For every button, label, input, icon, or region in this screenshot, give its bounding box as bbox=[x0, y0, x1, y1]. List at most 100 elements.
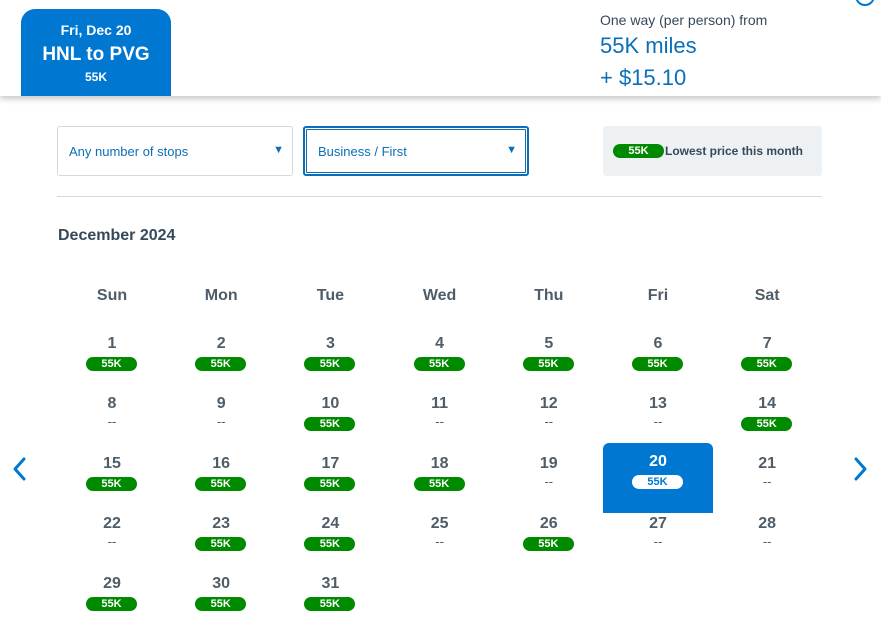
next-month-button[interactable] bbox=[848, 454, 872, 484]
chevron-right-icon bbox=[854, 457, 867, 481]
weekday-label: Sun bbox=[96, 287, 128, 304]
cabin-select-value: Business / First bbox=[318, 144, 407, 159]
no-price-indicator: -- bbox=[544, 474, 554, 489]
calendar-day-9[interactable]: 9 -- bbox=[166, 393, 276, 453]
divider bbox=[57, 196, 822, 197]
day-price-badge: 55K bbox=[86, 357, 137, 371]
calendar-day-8[interactable]: 8 -- bbox=[57, 393, 167, 453]
cabin-select[interactable]: Business / First ▼ bbox=[303, 126, 529, 176]
day-price-badge: 55K bbox=[195, 477, 247, 491]
calendar-day-12[interactable]: 12 -- bbox=[494, 393, 604, 453]
day-number: 10 bbox=[321, 395, 340, 412]
no-price-indicator: -- bbox=[107, 414, 117, 429]
previous-month-button[interactable] bbox=[8, 454, 32, 484]
calendar-day-1[interactable]: 1 55K bbox=[57, 333, 167, 393]
day-number: 1 bbox=[107, 335, 117, 352]
day-number: 13 bbox=[649, 395, 667, 412]
calendar-day-16[interactable]: 16 55K bbox=[166, 453, 276, 513]
day-number: 29 bbox=[103, 575, 121, 592]
day-number: 4 bbox=[435, 335, 445, 352]
day-number: 27 bbox=[649, 515, 667, 532]
calendar-day-7[interactable]: 7 55K bbox=[712, 333, 822, 393]
day-number: 3 bbox=[325, 335, 335, 352]
caret-down-icon: ▼ bbox=[506, 144, 517, 156]
calendar-day-14[interactable]: 14 55K bbox=[712, 393, 822, 453]
calendar-day-31[interactable]: 31 55K bbox=[275, 573, 385, 631]
day-number: 24 bbox=[321, 515, 340, 532]
day-price-badge: 55K bbox=[632, 357, 683, 371]
weekday-label: Thu bbox=[534, 287, 564, 304]
day-number: 23 bbox=[212, 515, 231, 532]
day-number: 22 bbox=[103, 515, 121, 532]
calendar-day-21[interactable]: 21 -- bbox=[712, 453, 822, 513]
no-price-indicator: -- bbox=[653, 534, 663, 549]
calendar-day-13[interactable]: 13 -- bbox=[603, 393, 713, 453]
no-price-indicator: -- bbox=[435, 534, 444, 549]
calendar-day-5[interactable]: 5 55K bbox=[494, 333, 604, 393]
calendar-day-20[interactable]: 20 55K bbox=[603, 443, 713, 513]
calendar-day-11[interactable]: 11 -- bbox=[385, 393, 495, 453]
day-number: 28 bbox=[758, 515, 777, 532]
weekday-label: Wed bbox=[422, 287, 457, 304]
day-price-badge: 55K bbox=[86, 477, 137, 491]
calendar-day-24[interactable]: 24 55K bbox=[275, 513, 385, 573]
calendar-day-28[interactable]: 28 -- bbox=[712, 513, 822, 573]
day-price-badge: 55K bbox=[304, 597, 356, 611]
day-number: 2 bbox=[216, 335, 226, 352]
day-number: 20 bbox=[649, 453, 667, 470]
calendar-day-17[interactable]: 17 55K bbox=[275, 453, 385, 513]
calendar-day-29[interactable]: 29 55K bbox=[57, 573, 167, 631]
legend-price-badge: 55K bbox=[613, 144, 664, 158]
day-price-badge: 55K bbox=[741, 357, 793, 371]
selected-flight-route: HNL to PVG bbox=[42, 44, 150, 65]
no-price-indicator: -- bbox=[107, 534, 117, 549]
calendar-day-25[interactable]: 25 -- bbox=[385, 513, 495, 573]
calendar-day-2[interactable]: 2 55K bbox=[166, 333, 276, 393]
day-price-badge: 55K bbox=[304, 417, 356, 431]
no-price-indicator: -- bbox=[435, 414, 444, 429]
day-number: 19 bbox=[539, 455, 558, 472]
day-price-badge: 55K bbox=[522, 537, 574, 551]
weekday-label: Fri bbox=[647, 287, 669, 304]
day-price-badge: 55K bbox=[195, 537, 247, 551]
calendar-day-4[interactable]: 4 55K bbox=[385, 333, 495, 393]
stops-select[interactable]: Any number of stops ▼ bbox=[57, 126, 293, 176]
selected-flight-card[interactable]: Fri, Dec 20 HNL to PVG 55K bbox=[21, 9, 171, 96]
day-price-badge: 55K bbox=[195, 597, 247, 611]
no-price-indicator: -- bbox=[544, 414, 554, 429]
calendar-day-23[interactable]: 23 55K bbox=[166, 513, 276, 573]
calendar-day-15[interactable]: 15 55K bbox=[57, 453, 167, 513]
calendar-day-18[interactable]: 18 55K bbox=[385, 453, 495, 513]
info-icon[interactable] bbox=[855, 0, 875, 6]
calendar-day-6[interactable]: 6 55K bbox=[603, 333, 713, 393]
calendar-day-27[interactable]: 27 -- bbox=[603, 513, 713, 573]
caret-down-icon: ▼ bbox=[273, 144, 284, 156]
no-price-indicator: -- bbox=[762, 474, 772, 489]
calendar-day-22[interactable]: 22 -- bbox=[57, 513, 167, 573]
calendar-day-3[interactable]: 3 55K bbox=[275, 333, 385, 393]
day-number: 6 bbox=[653, 335, 663, 352]
day-price-badge: 55K bbox=[522, 357, 574, 371]
day-price-badge: 55K bbox=[304, 477, 356, 491]
no-price-indicator: -- bbox=[762, 534, 772, 549]
fare-summary: One way (per person) from 55K miles + $1… bbox=[600, 12, 767, 92]
day-number: 7 bbox=[762, 335, 772, 352]
weekday-label: Sat bbox=[754, 287, 780, 304]
calendar-day-26[interactable]: 26 55K bbox=[494, 513, 604, 573]
calendar-day-30[interactable]: 30 55K bbox=[166, 573, 276, 631]
month-title: December 2024 bbox=[58, 227, 176, 244]
no-price-indicator: -- bbox=[653, 414, 663, 429]
calendar-day-10[interactable]: 10 55K bbox=[275, 393, 385, 453]
day-number: 17 bbox=[321, 455, 340, 472]
calendar-day-19[interactable]: 19 -- bbox=[494, 453, 604, 513]
no-price-indicator: -- bbox=[216, 414, 226, 429]
day-number: 18 bbox=[430, 455, 449, 472]
legend-text: Lowest price this month bbox=[665, 144, 804, 158]
day-price-badge: 55K bbox=[413, 477, 465, 491]
day-number: 21 bbox=[758, 455, 777, 472]
day-number: 31 bbox=[321, 575, 340, 592]
day-number: 14 bbox=[758, 395, 777, 412]
day-number: 9 bbox=[216, 395, 226, 412]
fare-header: Fri, Dec 20 HNL to PVG 55K One way (per … bbox=[0, 0, 881, 96]
weekday-label: Mon bbox=[204, 287, 238, 304]
